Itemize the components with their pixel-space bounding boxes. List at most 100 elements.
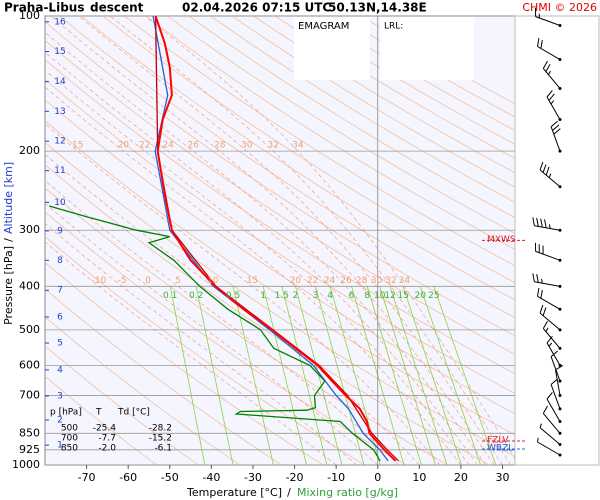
mixing-ratio-line bbox=[262, 286, 307, 465]
altitude-label: 9 bbox=[57, 226, 63, 236]
altitude-label: 1 bbox=[57, 441, 63, 451]
mode: descent bbox=[90, 1, 144, 15]
moist-adiabat-label: 24 bbox=[162, 141, 174, 151]
wind-point bbox=[558, 453, 562, 457]
altitude-label: 16 bbox=[54, 17, 66, 27]
x-tick-label: -20 bbox=[286, 471, 304, 484]
wind-barb bbox=[542, 60, 561, 89]
wind-point bbox=[558, 149, 562, 153]
credit: CHMI © 2026 bbox=[522, 1, 597, 14]
x-tick-label: -60 bbox=[119, 471, 137, 484]
table-cell: 500 bbox=[61, 424, 78, 434]
dry-adiabat bbox=[59, 16, 515, 319]
mixing-ratio-label: 1.5 bbox=[275, 291, 289, 301]
mixing-ratio-label: 1 bbox=[260, 291, 266, 301]
wind-point bbox=[558, 328, 562, 332]
wind-barb bbox=[535, 242, 561, 261]
mixing-ratio-line bbox=[419, 286, 481, 465]
mixing-ratio-label: 6 bbox=[349, 291, 355, 301]
table-cell: 700 bbox=[61, 434, 78, 444]
y-tick-label: 400 bbox=[19, 279, 40, 292]
x-tick-label: -40 bbox=[202, 471, 220, 484]
moist-adiabat-label: -5 bbox=[118, 276, 127, 286]
wind-barb bbox=[537, 287, 561, 310]
moist-adiabat-label: 32 bbox=[267, 141, 278, 151]
wind-barb bbox=[550, 120, 561, 152]
moist-adiabat-label: 15 bbox=[247, 276, 258, 286]
altitude-label: 10 bbox=[54, 198, 66, 208]
level-label: MXWS bbox=[487, 235, 516, 245]
diagram-name: EMAGRAM bbox=[298, 21, 349, 32]
y-axis-title: Pressure [hPa] bbox=[2, 246, 15, 325]
wind-point bbox=[558, 117, 562, 121]
altitude-label: 2 bbox=[57, 416, 63, 426]
altitude-label: 5 bbox=[57, 339, 63, 349]
table-header: p [hPa] bbox=[50, 408, 82, 418]
wind-barb bbox=[537, 437, 561, 456]
wind-barb bbox=[546, 90, 561, 120]
wind-point bbox=[558, 363, 562, 367]
y-axis-sep: / bbox=[2, 238, 15, 242]
moist-adiabat-label: 34 bbox=[292, 141, 304, 151]
x-tick-label: 20 bbox=[454, 471, 468, 484]
moist-adiabat-label: 5 bbox=[175, 276, 181, 286]
moist-adiabat-label: 10 bbox=[207, 276, 219, 286]
y-tick-label: 1000 bbox=[12, 458, 40, 471]
mixing-ratio-line bbox=[295, 286, 343, 465]
moist-adiabat-label: 30 bbox=[371, 276, 383, 286]
wind-point bbox=[558, 346, 562, 350]
altitude-label: 6 bbox=[57, 312, 63, 322]
mixing-ratio-label: 12 bbox=[384, 291, 395, 301]
wind-point bbox=[558, 393, 562, 397]
table-cell: -2.0 bbox=[98, 444, 116, 454]
moist-adiabat-label: -10 bbox=[92, 276, 107, 286]
dry-adiabat bbox=[81, 16, 515, 301]
wind-barb bbox=[532, 273, 561, 287]
altitude-label: 13 bbox=[54, 107, 65, 117]
wind-point bbox=[558, 307, 562, 311]
wind-barb bbox=[537, 38, 561, 60]
moist-adiabat-label: 20 bbox=[118, 141, 130, 151]
table-cell: -28.2 bbox=[149, 424, 172, 434]
wind-point bbox=[558, 419, 562, 423]
wind-point bbox=[558, 185, 562, 189]
altitude-label: 12 bbox=[54, 137, 65, 147]
x-axis-title-2: Mixing ratio [g/kg] bbox=[297, 486, 398, 499]
table-header: T bbox=[95, 408, 102, 418]
wind-point bbox=[558, 258, 562, 262]
x-tick-label: 10 bbox=[412, 471, 426, 484]
moist-adiabat-label: 28 bbox=[214, 141, 226, 151]
dry-adiabat bbox=[210, 16, 515, 203]
wind-point bbox=[558, 58, 562, 62]
mixing-ratio-label: 2 bbox=[293, 291, 299, 301]
wind-barb bbox=[539, 304, 561, 331]
x-tick-label: 0 bbox=[374, 471, 381, 484]
moist-adiabat-label: 28 bbox=[356, 276, 368, 286]
mixing-ratio-label: 0.5 bbox=[226, 291, 240, 301]
wind-barb bbox=[539, 423, 561, 445]
wind-barb bbox=[550, 378, 561, 410]
wind-barb bbox=[550, 350, 561, 382]
x-tick-label: 30 bbox=[496, 471, 510, 484]
wind-barb bbox=[539, 161, 561, 188]
moist-adiabat-label: 32 bbox=[385, 276, 396, 286]
table-header: Td [°C] bbox=[117, 408, 150, 418]
moist-adiabat-label: 20 bbox=[290, 276, 302, 286]
x-tick-label: -50 bbox=[161, 471, 179, 484]
table-cell: 850 bbox=[61, 444, 78, 454]
table-cell: -6.1 bbox=[154, 444, 172, 454]
y-tick-label: 600 bbox=[19, 358, 40, 371]
time: 02.04.2026 07:15 UTC bbox=[182, 1, 331, 15]
wind-barb bbox=[542, 320, 561, 349]
mixing-ratio-line bbox=[281, 286, 328, 465]
coords: 50.13N,14.38E bbox=[328, 1, 427, 15]
moist-adiabat bbox=[45, 51, 478, 465]
x-tick-label: -70 bbox=[78, 471, 96, 484]
mixing-ratio-line bbox=[169, 286, 206, 465]
lrl-title: LRL: bbox=[384, 22, 403, 32]
wind-barb bbox=[546, 392, 561, 422]
moist-adiabat-label: 0 bbox=[145, 276, 151, 286]
y-tick-label: 300 bbox=[19, 223, 40, 236]
mixing-ratio-label: 0.1 bbox=[163, 291, 177, 301]
